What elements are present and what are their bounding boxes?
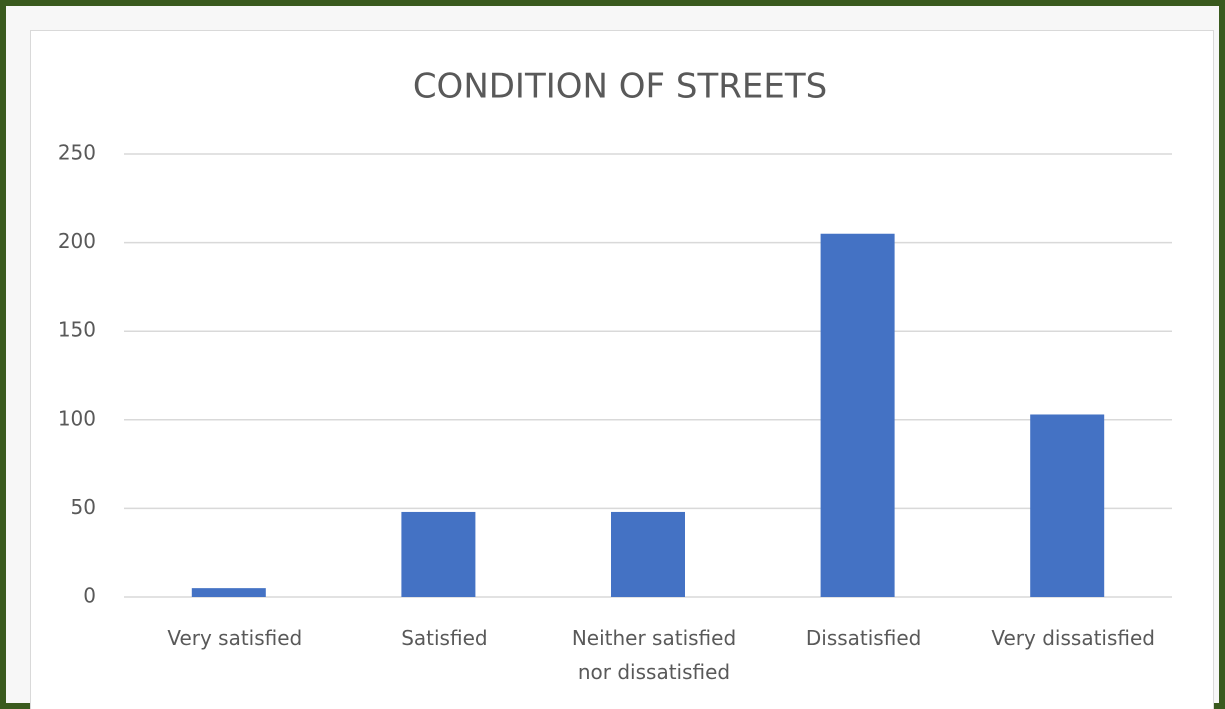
x-tick-label: Very dissatisfied xyxy=(991,626,1155,650)
y-tick-label: 100 xyxy=(58,406,96,430)
y-tick-label: 50 xyxy=(71,495,96,519)
y-tick-label: 0 xyxy=(83,584,96,608)
chart: CONDITION OF STREETS 0 50 100 150 200 250 xyxy=(58,67,1172,608)
bar xyxy=(1030,414,1105,597)
chart-title: CONDITION OF STREETS xyxy=(413,67,827,107)
y-tick-label: 200 xyxy=(58,229,96,253)
x-tick-label: Dissatisfied xyxy=(805,626,922,650)
bar xyxy=(820,233,895,598)
bar xyxy=(611,511,685,597)
x-tick-label: Very satisfied xyxy=(167,626,303,650)
y-tick-label: 150 xyxy=(58,318,96,342)
y-tick-label: 250 xyxy=(58,141,96,165)
x-tick-label: Satisfied xyxy=(401,626,488,650)
bar xyxy=(191,588,266,597)
x-tick-label: Neither satisfied nor dissatisfied xyxy=(571,626,737,684)
bar xyxy=(401,511,476,597)
